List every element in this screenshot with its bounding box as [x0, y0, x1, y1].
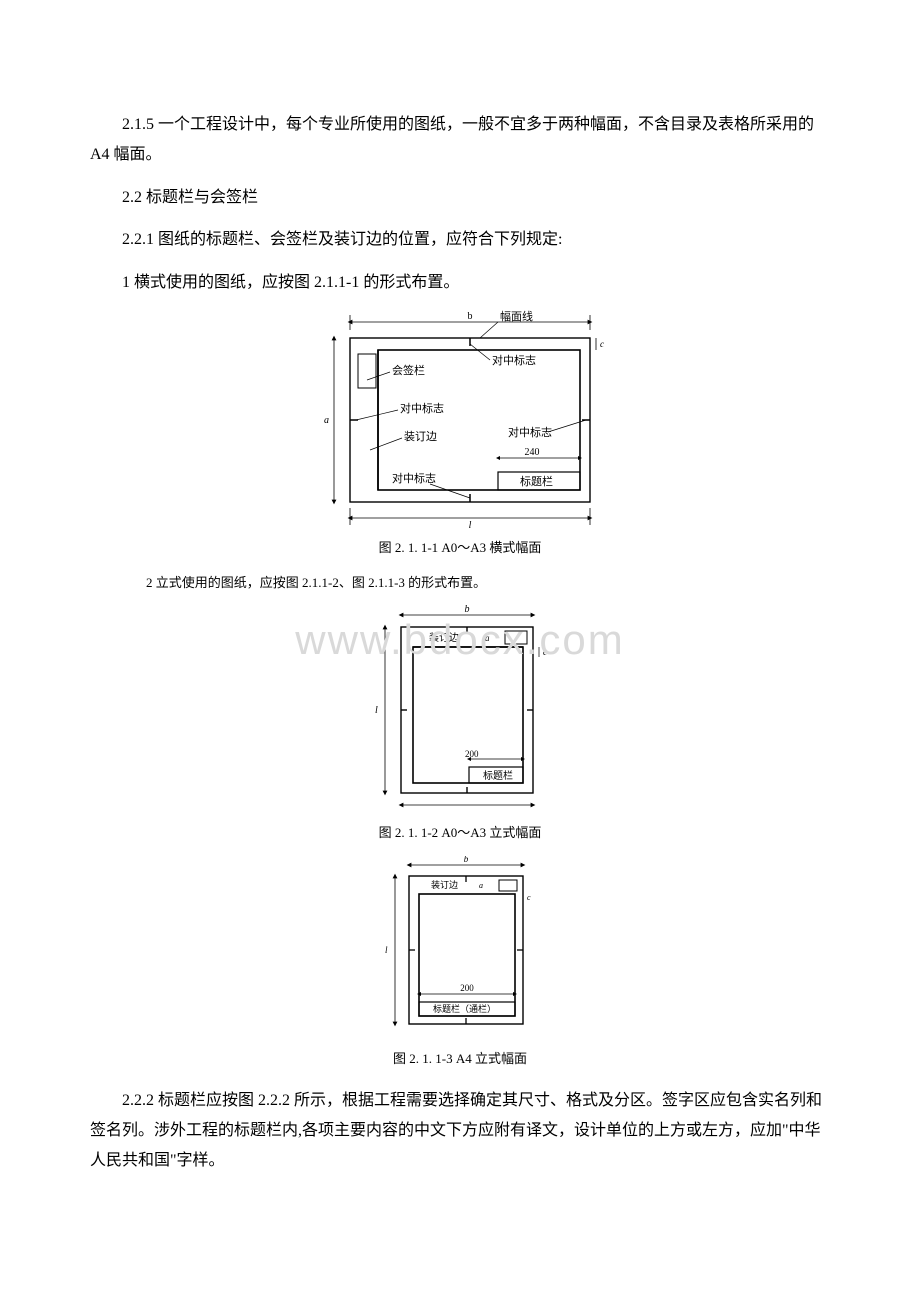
- label-duizhong-1: 对中标志: [492, 353, 536, 367]
- dim-a-label-3: a: [479, 881, 483, 890]
- dim-b-label-3: b: [464, 856, 469, 864]
- label-duizhong-4: 对中标志: [392, 471, 436, 485]
- figure-2-1-1-3-caption: 图 2. 1. 1-3 A4 立式幅面: [90, 1047, 830, 1072]
- dim-240: 240: [525, 447, 540, 458]
- figure-2-1-1-1-caption: 图 2. 1. 1-1 A0～A3 横式幅面: [90, 536, 830, 561]
- heading-2-2: 2.2 标题栏与会签栏: [90, 183, 830, 213]
- dim-b-label: b: [468, 311, 473, 322]
- dim-c-label: c: [600, 339, 604, 349]
- figure-2-1-1-1: b l a c 幅面线 会签栏 对中标志 对中标志 对中标志 装订边 对中标志 …: [90, 310, 830, 561]
- label-mianxian: 幅面线: [500, 310, 533, 323]
- dim-a-label-2: a: [485, 633, 490, 643]
- label-biaoti-2: 标题栏: [483, 769, 513, 782]
- label-biaoti: 标题栏: [520, 474, 553, 488]
- dim-l-label-3: l: [385, 945, 388, 955]
- label-duizhong-3: 对中标志: [508, 425, 552, 439]
- label-zhuangding-2: 装订边: [429, 631, 459, 644]
- dim-c-label-2: c: [543, 647, 547, 657]
- label-zhuangding: 装订边: [404, 430, 437, 443]
- label-huiqian: 会签栏: [392, 363, 425, 377]
- dim-a-label: a: [324, 415, 329, 426]
- figure-2-1-1-1-svg: b l a c 幅面线 会签栏 对中标志 对中标志 对中标志 装订边 对中标志 …: [310, 310, 610, 530]
- paragraph-item-1: 1 横式使用的图纸，应按图 2.1.1-1 的形式布置。: [90, 268, 830, 298]
- paragraph-2-2-2: 2.2.2 标题栏应按图 2.2.2 所示，根据工程需要选择确定其尺寸、格式及分…: [90, 1086, 830, 1177]
- figure-2-1-1-2-svg: b l 装订边 标题栏 a c 200: [365, 605, 555, 815]
- dim-b-label-2: b: [465, 605, 470, 615]
- dim-c-label-3: c: [527, 893, 531, 902]
- paragraph-2-2-1: 2.2.1 图纸的标题栏、会签栏及装订边的位置，应符合下列规定:: [90, 225, 830, 255]
- figure-2-1-1-2: b l 装订边 标题栏 a c 200 图 2. 1. 1-2 A0～A3 立式…: [90, 605, 830, 846]
- label-duizhong-2: 对中标志: [400, 401, 444, 415]
- figure-2-1-1-2-caption: 图 2. 1. 1-2 A0～A3 立式幅面: [90, 821, 830, 846]
- dim-l-label-2: l: [375, 705, 378, 716]
- label-biaoti-3: 标题栏（通栏）: [433, 1003, 496, 1014]
- figure-2-1-1-3: b l 装订边 标题栏（通栏） a c 200 图 2. 1. 1-3 A4 立…: [90, 856, 830, 1072]
- paragraph-item-2: 2 立式使用的图纸，应按图 2.1.1-2、图 2.1.1-3 的形式布置。: [120, 571, 830, 596]
- figure-2-1-1-3-svg: b l 装订边 标题栏（通栏） a c 200: [375, 856, 545, 1041]
- dim-200-2: 200: [465, 749, 479, 759]
- label-zhuangding-3: 装订边: [431, 879, 458, 890]
- dim-200-3: 200: [460, 983, 474, 993]
- paragraph-2-1-5: 2.1.5 一个工程设计中，每个专业所使用的图纸，一般不宜多于两种幅面，不含目录…: [90, 110, 830, 171]
- dim-l-label: l: [469, 520, 472, 530]
